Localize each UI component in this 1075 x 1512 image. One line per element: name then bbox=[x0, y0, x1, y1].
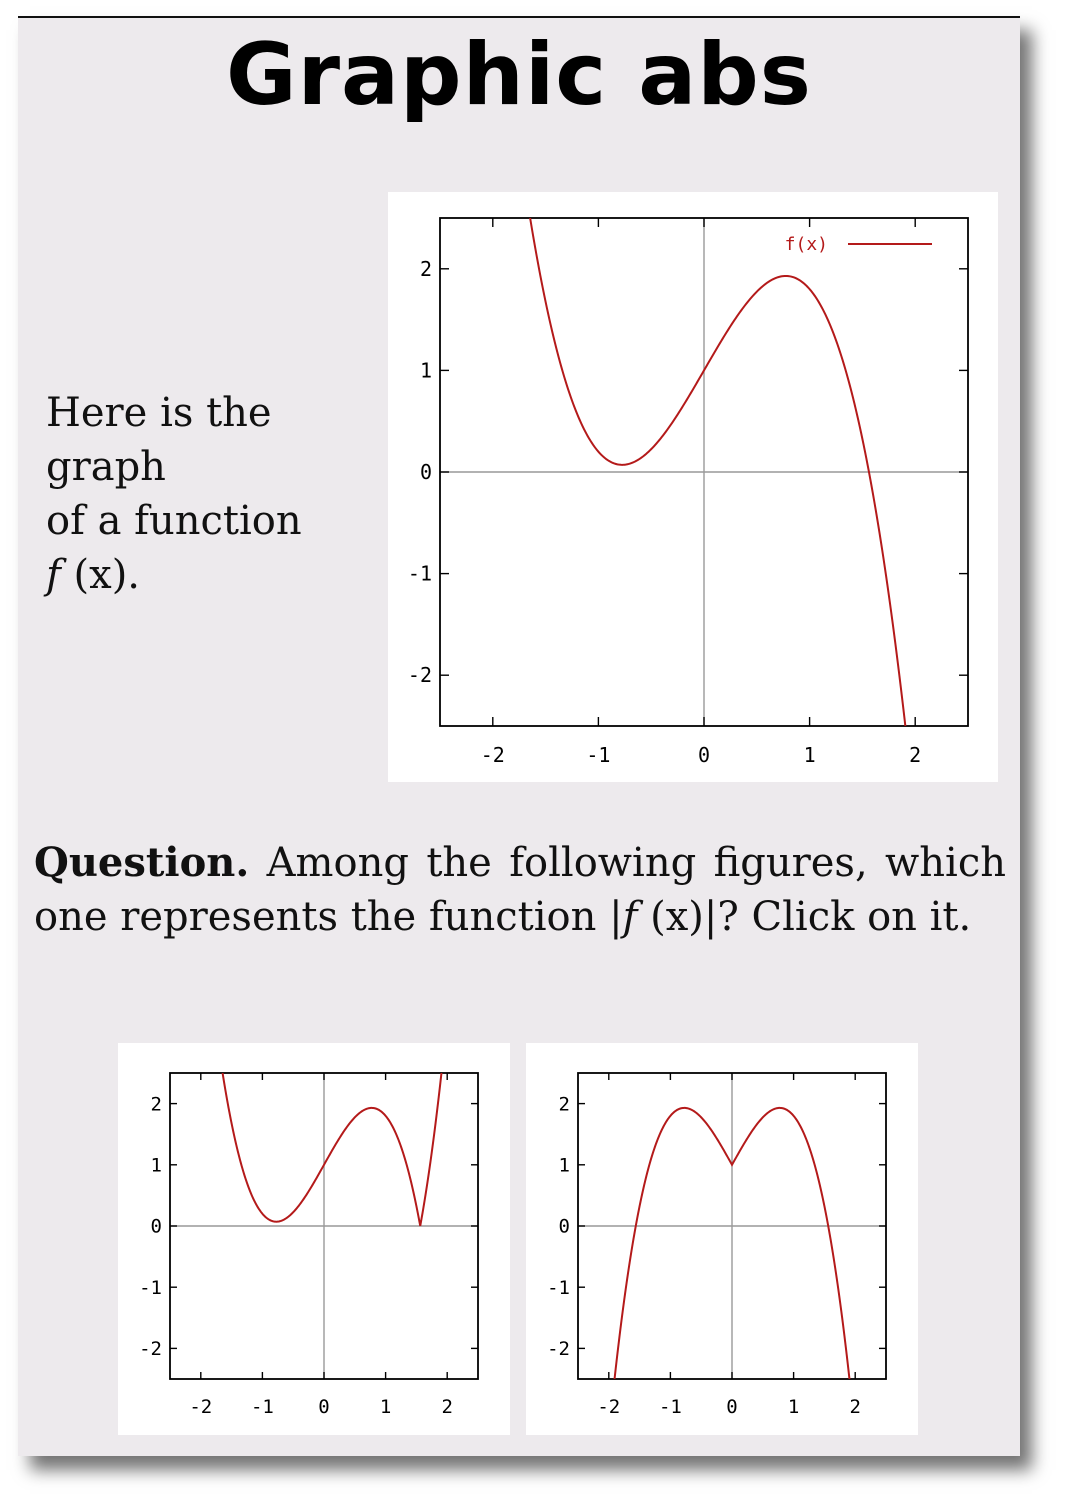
question-body: Among the following figures, which one r… bbox=[34, 840, 1007, 940]
plot-frame bbox=[439, 217, 969, 727]
x-tick-label: -1 bbox=[251, 1396, 274, 1418]
page-title: Graphic abs bbox=[226, 25, 812, 125]
y-tick-label: -2 bbox=[139, 1338, 162, 1360]
y-tick-label: 1 bbox=[151, 1154, 162, 1176]
x-tick-label: 2 bbox=[441, 1396, 452, 1418]
x-tick-label: 2 bbox=[849, 1396, 860, 1418]
question-instruction: Click on it. bbox=[751, 894, 972, 940]
question-fn-open: | bbox=[609, 894, 623, 940]
y-tick-label: 2 bbox=[420, 257, 432, 281]
x-tick-label: -1 bbox=[586, 743, 610, 767]
intro-line-2: graph bbox=[46, 444, 166, 490]
x-tick-label: 1 bbox=[380, 1396, 391, 1418]
intro-text: Here is the graph of a function f (x). bbox=[46, 386, 376, 602]
y-tick-label: -1 bbox=[139, 1277, 162, 1299]
answer-option-1[interactable]: -2 -1 0 1 2 -2 -1 0 1 2 bbox=[118, 1043, 510, 1435]
x-tick-label: -1 bbox=[659, 1396, 682, 1418]
x-tick-label: -2 bbox=[189, 1396, 212, 1418]
x-tick-label: 0 bbox=[698, 743, 710, 767]
intro-line-4: f (x). bbox=[46, 548, 376, 602]
series-line bbox=[529, 218, 907, 726]
function-name: f bbox=[46, 552, 61, 598]
x-tick-label: 1 bbox=[788, 1396, 799, 1418]
x-tick-label: 0 bbox=[726, 1396, 737, 1418]
x-tick-label: -2 bbox=[481, 743, 505, 767]
intro-line-3: of a function bbox=[46, 498, 302, 544]
y-tick-label: 1 bbox=[420, 358, 432, 382]
y-tick-label: 0 bbox=[420, 460, 432, 484]
y-tick-label: -2 bbox=[547, 1338, 570, 1360]
x-tick-label: 2 bbox=[909, 743, 921, 767]
plot-frame bbox=[577, 1072, 887, 1380]
y-tick-label: 0 bbox=[151, 1216, 162, 1238]
legend-label: f(x) bbox=[785, 234, 828, 255]
y-tick-label: 1 bbox=[559, 1154, 570, 1176]
question-fn-name: f bbox=[622, 894, 638, 940]
y-tick-label: -1 bbox=[547, 1277, 570, 1299]
plot-frame bbox=[169, 1072, 479, 1380]
x-tick-label: -2 bbox=[597, 1396, 620, 1418]
y-tick-label: 2 bbox=[151, 1093, 162, 1115]
y-tick-label: -2 bbox=[408, 663, 432, 687]
function-arg: (x). bbox=[73, 552, 141, 598]
intro-line-1: Here is the bbox=[46, 390, 272, 436]
x-tick-label: 1 bbox=[804, 743, 816, 767]
y-tick-label: -1 bbox=[408, 562, 432, 586]
y-tick-label: 0 bbox=[559, 1216, 570, 1238]
answer-option-1-chart[interactable]: -2 -1 0 1 2 -2 -1 0 1 2 bbox=[118, 1043, 510, 1435]
y-tick-label: 2 bbox=[559, 1093, 570, 1115]
given-function-graph: -2 -1 0 1 2 -2 -1 0 1 2 f(x) bbox=[388, 192, 998, 782]
question-fn-arg: (x)|? bbox=[650, 894, 739, 940]
given-function-chart: -2 -1 0 1 2 -2 -1 0 1 2 f(x) bbox=[408, 217, 969, 767]
series-line bbox=[613, 1106, 851, 1379]
exercise-sheet: Graphic abs Here is the graph of a funct… bbox=[18, 16, 1020, 1456]
question-label: Question. bbox=[34, 839, 250, 886]
question-text: Question. Among the following figures, w… bbox=[34, 836, 1006, 944]
series-line bbox=[221, 1073, 443, 1227]
x-tick-label: 0 bbox=[318, 1396, 329, 1418]
answer-option-2[interactable]: -2 -1 0 1 2 -2 -1 0 1 2 bbox=[526, 1043, 918, 1435]
answer-option-2-chart[interactable]: -2 -1 0 1 2 -2 -1 0 1 2 bbox=[526, 1043, 918, 1435]
